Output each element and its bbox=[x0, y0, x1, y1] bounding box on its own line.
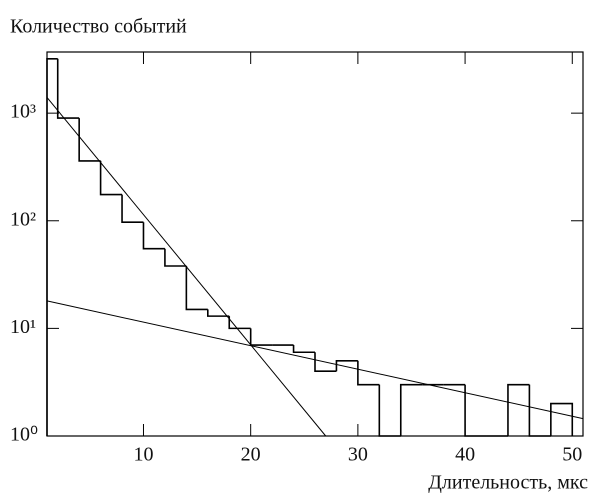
histogram-bin bbox=[185, 265, 208, 311]
histogram-bin bbox=[207, 309, 230, 317]
x-tick-label: 40 bbox=[455, 444, 475, 466]
y-tick-label: 10³ bbox=[10, 101, 36, 123]
histogram-bin bbox=[78, 118, 101, 162]
histogram-bin bbox=[228, 316, 251, 330]
fit-line bbox=[46, 300, 584, 420]
histogram-bin bbox=[335, 359, 358, 372]
chart-title: Количество событий bbox=[10, 16, 187, 38]
histogram-bin bbox=[142, 222, 165, 250]
histogram-bin bbox=[292, 345, 315, 354]
x-tick-label: 10 bbox=[133, 444, 153, 466]
y-tick-label: 10⁰ bbox=[10, 424, 38, 446]
x-tick-label: 20 bbox=[241, 444, 261, 466]
histogram-bin bbox=[314, 352, 337, 373]
histogram-bin bbox=[46, 57, 58, 436]
x-tick-label: 30 bbox=[348, 444, 368, 466]
histogram-bin bbox=[507, 383, 530, 436]
y-tick-label: 10² bbox=[10, 208, 36, 230]
histogram-bin bbox=[99, 160, 123, 196]
histogram-bin bbox=[464, 384, 487, 437]
histogram-bin bbox=[528, 384, 551, 437]
fit-line bbox=[46, 97, 327, 437]
histogram-bin bbox=[56, 58, 80, 119]
histogram-bin bbox=[164, 248, 187, 267]
plot-frame bbox=[46, 51, 584, 437]
y-tick-label: 10¹ bbox=[10, 316, 36, 338]
x-tick-label: 50 bbox=[562, 444, 582, 466]
x-axis-label: Длительность, мкс bbox=[428, 472, 588, 494]
histogram-bin bbox=[378, 384, 401, 437]
histogram-bin bbox=[121, 194, 144, 223]
histogram-bin bbox=[249, 328, 273, 346]
histogram-bin bbox=[399, 383, 423, 436]
histogram-bin bbox=[550, 402, 574, 436]
